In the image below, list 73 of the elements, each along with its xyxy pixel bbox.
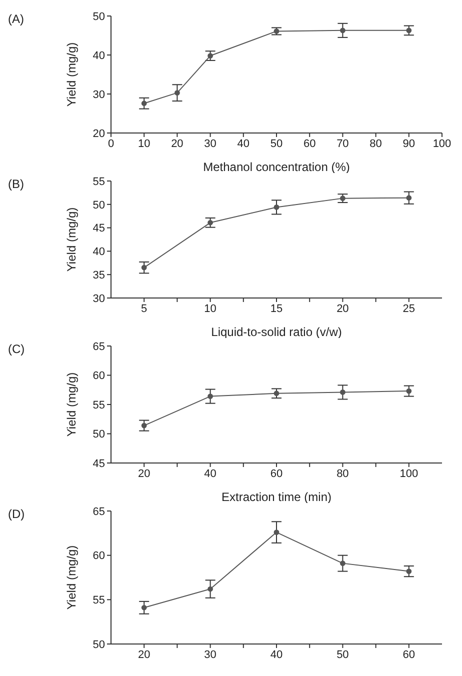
point (274, 530, 280, 535)
y-tick-label: 40 (92, 50, 105, 62)
x-tick-label: 30 (204, 138, 216, 150)
y-axis-title: Yield (mg/g) (64, 207, 78, 272)
point (274, 204, 280, 210)
x-tick-label: 60 (402, 648, 416, 661)
y-tick-label: 50 (92, 10, 105, 23)
y-tick-label: 35 (92, 270, 105, 282)
x-tick-label: 60 (303, 138, 316, 150)
x-tick-label: 15 (270, 302, 283, 315)
point (141, 604, 147, 610)
y-tick-label: 50 (92, 638, 105, 651)
x-tick-label: 80 (370, 138, 382, 150)
x-tick-label: 100 (432, 138, 452, 150)
point (406, 28, 412, 34)
x-tick-label: 50 (336, 648, 349, 661)
y-tick-label: 60 (92, 370, 105, 382)
y-tick-label: 55 (92, 176, 105, 188)
x-tick-label: 70 (336, 138, 349, 150)
x-tick-label: 10 (204, 302, 216, 315)
y-axis-title: Yield (mg/g) (64, 545, 78, 610)
point (141, 264, 147, 270)
y-tick-label: 65 (92, 340, 105, 353)
x-tick-label: 30 (204, 648, 216, 661)
y-tick-label: 50 (92, 199, 105, 212)
point (406, 195, 412, 201)
x-tick-label: 20 (336, 302, 349, 315)
point (208, 586, 213, 592)
x-tick-label: 20 (171, 138, 184, 150)
x-tick-label: 80 (336, 468, 349, 480)
point (274, 28, 280, 34)
x-tick-label: 20 (138, 648, 150, 661)
y-tick-label: 60 (92, 550, 105, 562)
point (208, 220, 213, 226)
point (174, 90, 180, 96)
x-tick-label: 5 (141, 302, 148, 315)
x-tick-label: 90 (402, 138, 416, 150)
y-tick-label: 55 (92, 399, 105, 412)
chart-title: (C) (8, 342, 25, 356)
x-tick-label: 100 (400, 468, 418, 480)
x-tick-label: 50 (270, 138, 283, 150)
y-tick-label: 30 (92, 292, 105, 305)
y-tick-label: 30 (92, 88, 105, 101)
x-tick-label: 10 (138, 138, 150, 150)
x-tick-label: 0 (108, 138, 114, 150)
x-tick-label: 25 (402, 302, 416, 315)
chart-title: (A) (8, 12, 24, 26)
x-tick-label: 20 (138, 468, 150, 480)
x-tick-label: 40 (204, 468, 216, 480)
y-axis-title: Yield (mg/g) (64, 372, 78, 437)
y-tick-label: 45 (92, 222, 105, 235)
x-tick-label: 40 (237, 138, 250, 150)
y-axis-title: Yield (mg/g) (64, 42, 78, 107)
point (141, 422, 147, 428)
chart-title: (D) (8, 507, 25, 521)
point (141, 100, 147, 106)
point (340, 28, 346, 34)
point (274, 390, 280, 396)
y-tick-label: 20 (92, 128, 105, 140)
y-tick-label: 45 (92, 458, 105, 470)
point (340, 390, 346, 395)
point (208, 394, 213, 400)
y-tick-label: 55 (92, 594, 105, 607)
y-tick-label: 50 (92, 428, 105, 441)
y-tick-label: 65 (92, 506, 105, 518)
point (406, 568, 412, 574)
point (208, 53, 213, 58)
y-tick-label: 40 (92, 246, 105, 258)
point (340, 560, 346, 566)
point (406, 388, 412, 394)
x-tick-label: 40 (270, 648, 283, 661)
chart-title: (B) (8, 177, 24, 191)
x-tick-label: 60 (270, 468, 283, 480)
